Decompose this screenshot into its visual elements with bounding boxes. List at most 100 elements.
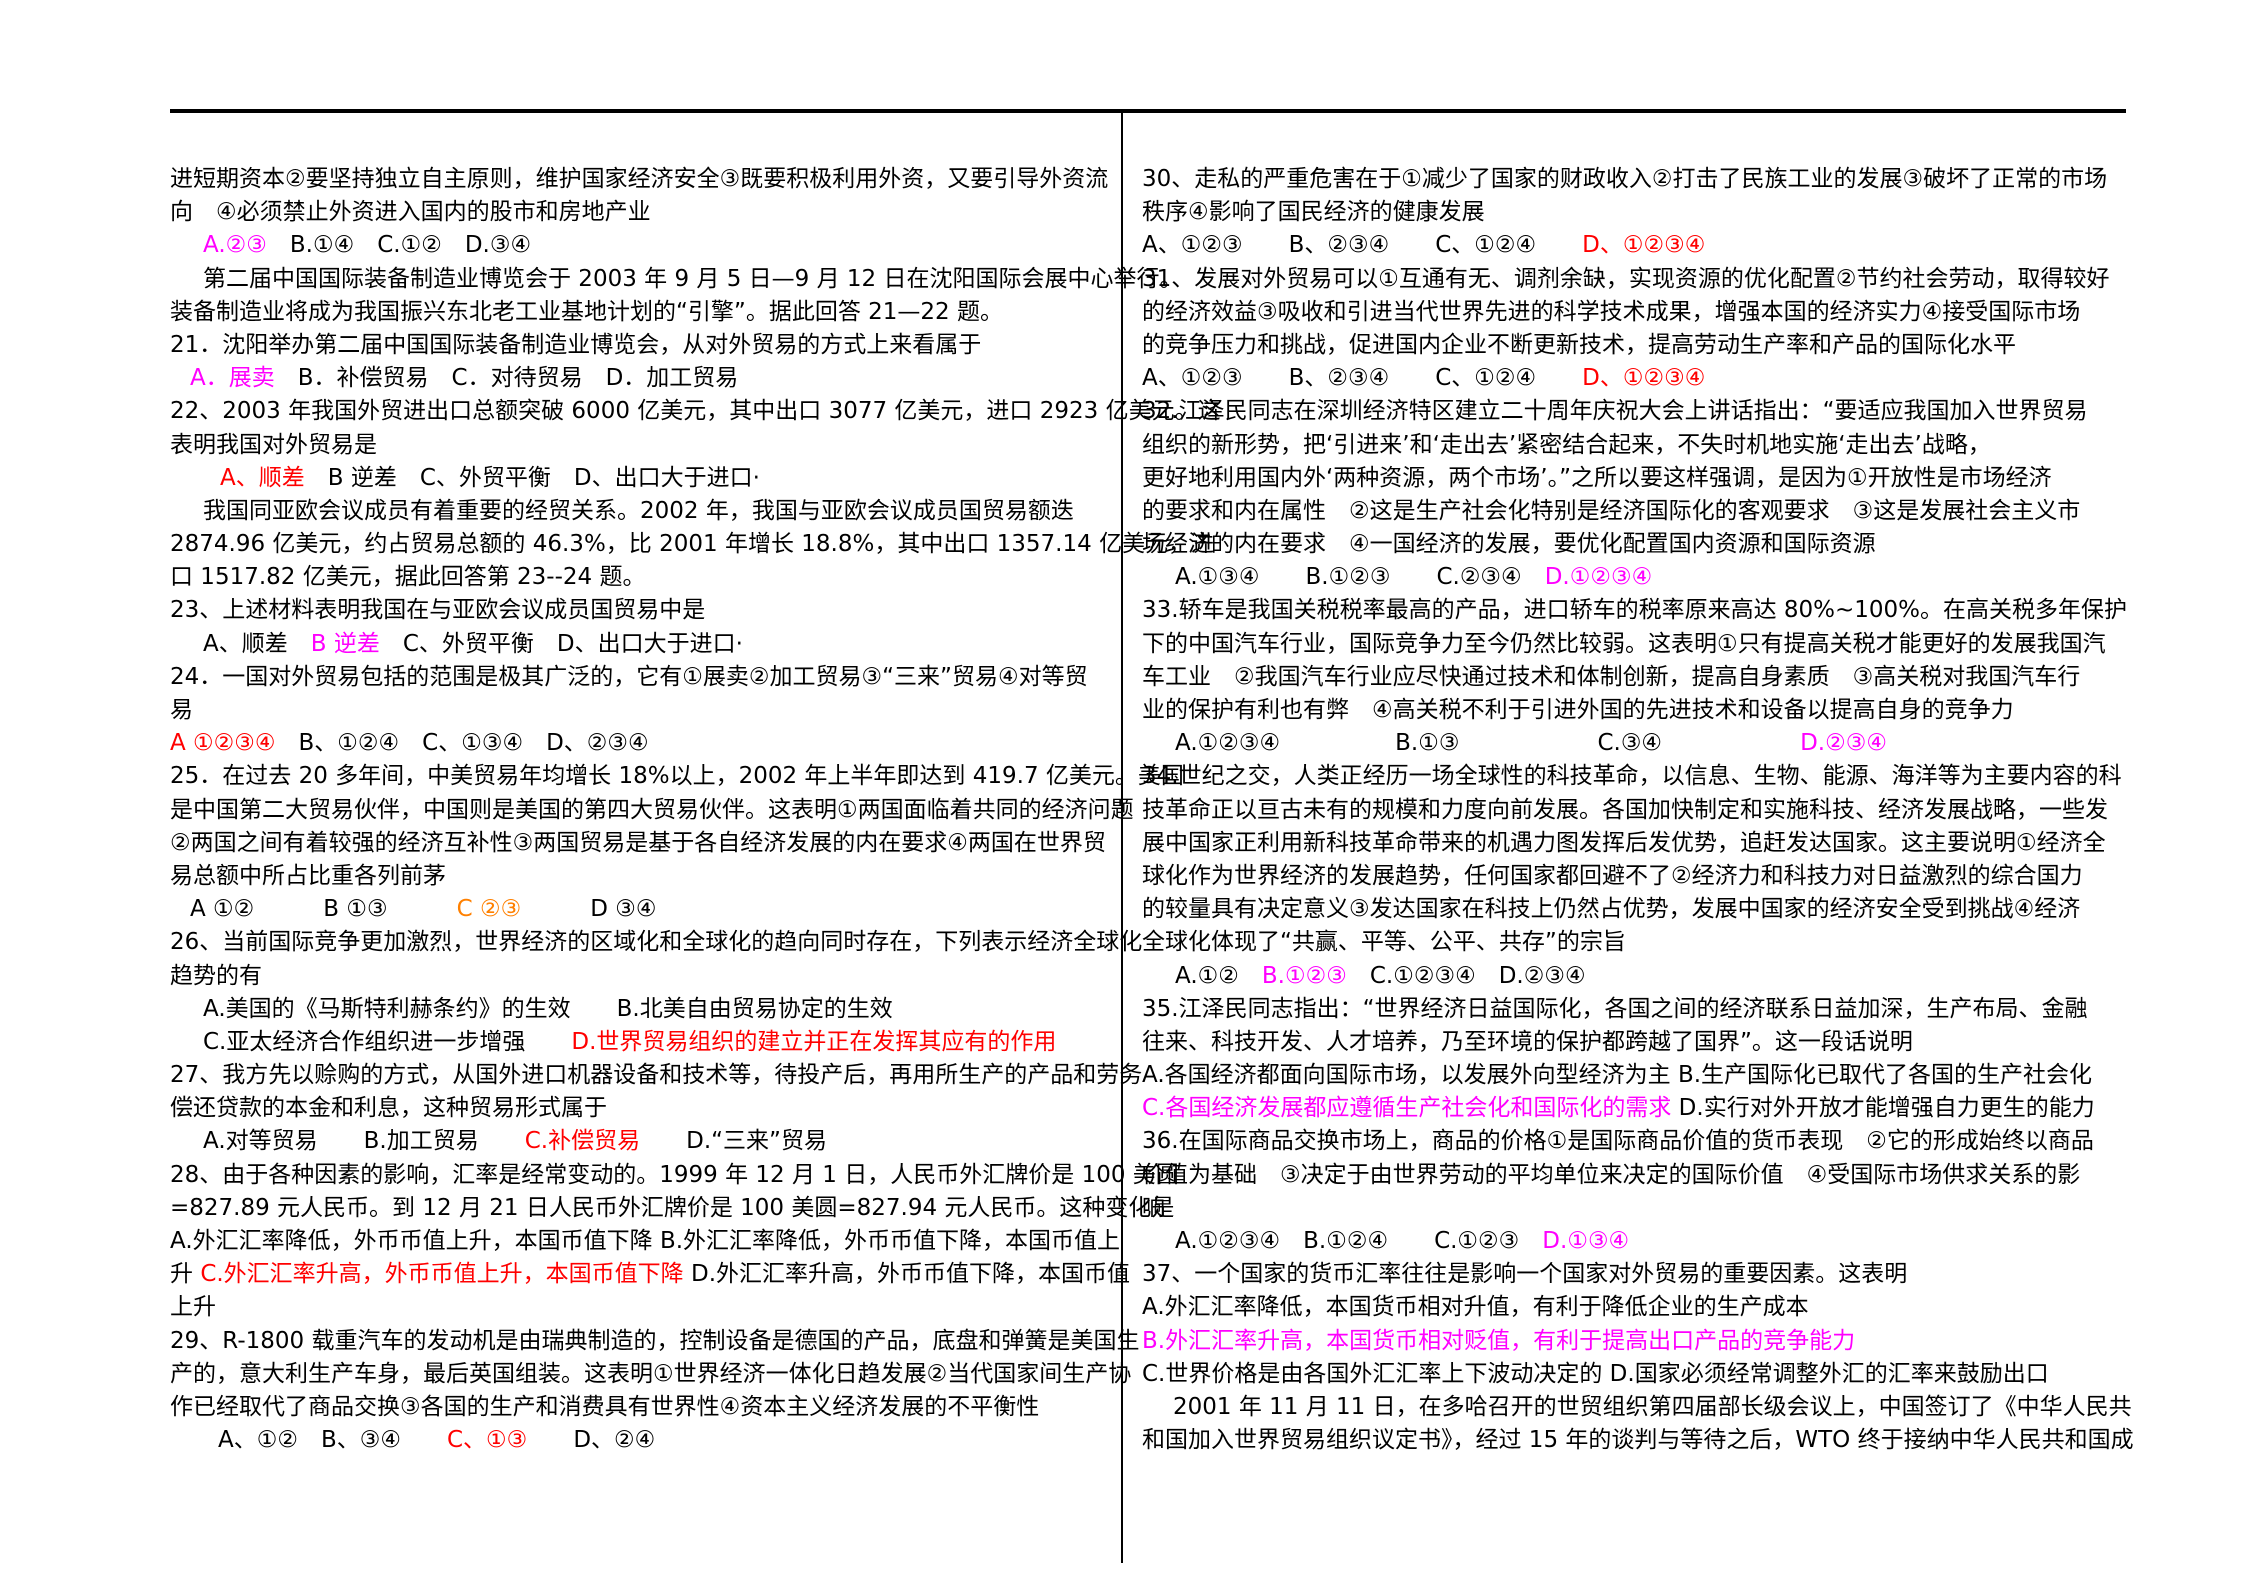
text-line: 全球化体现了“共赢、平等、公平、共存”的宗旨 <box>1142 926 2142 959</box>
text-line: 展中国家正利用新科技革命带来的机遇力图发挥后发优势，追赶发达国家。这主要说明①经… <box>1142 827 2142 860</box>
text-segment: 36.在国际商品交换市场上，商品的价格①是国际商品价值的货币表现 ②它的形成始终… <box>1142 1128 2094 1155</box>
answer-highlight: C、①③ <box>447 1427 528 1454</box>
text-line: 第二届中国国际装备制造业博览会于 2003 年 9 月 5 日—9 月 12 日… <box>170 263 1183 296</box>
text-line: 我国同亚欧会议成员有着重要的经贸关系。2002 年，我国与亚欧会议成员国贸易额迭 <box>170 495 1118 528</box>
text-segment: A.美国的《马斯特利赫条约》的生效 B.北美自由贸易协定的生效 <box>203 995 893 1022</box>
text-segment: 更好地利用国内外‘两种资源，两个市场’。”之所以要这样强调，是因为①开放性是市场… <box>1142 464 2052 491</box>
text-line: 球化作为世界经济的发展趋势，任何国家都回避不了②经济力和科技力对日益激烈的综合国… <box>1142 860 2142 893</box>
text-line: 更好地利用国内外‘两种资源，两个市场’。”之所以要这样强调，是因为①开放性是市场… <box>1142 462 2142 495</box>
text-line: A ①② B ①③ C ②③ D ③④ <box>170 893 1118 926</box>
right-column: 30、走私的严重危害在于①减少了国家的财政收入②打击了民族工业的发展③破坏了正常… <box>1142 163 2142 1457</box>
text-segment: 球化作为世界经济的发展趋势，任何国家都回避不了②经济力和科技力对日益激烈的综合国… <box>1142 862 2083 889</box>
text-segment: 33.轿车是我国关税税率最高的产品，进口轿车的税率原来高达 80%~100%。在… <box>1142 597 2128 624</box>
answer-highlight: A．展卖 <box>190 365 275 392</box>
text-segment: 第二届中国国际装备制造业博览会于 2003 年 9 月 5 日—9 月 12 日… <box>203 265 1183 292</box>
text-line: 的要求和内在属性 ②这是生产社会化特别是经济国际化的客观要求 ③这是发展社会主义… <box>1142 495 2142 528</box>
text-line: C.各国经济发展都应遵循生产社会化和国际化的需求 D.实行对外开放才能增强自力更… <box>1142 1092 2142 1125</box>
text-line: 25．在过去 20 多年间，中美贸易年均增长 18%以上，2002 年上半年即达… <box>170 760 1184 793</box>
text-segment: 22、2003 年我国外贸进出口总额突破 6000 亿美元，其中出口 3077 … <box>170 398 1221 425</box>
text-line: A.外汇汇率降低，外币币值上升，本国币值下降 B.外汇汇率降低，外币币值下降，本… <box>170 1225 1120 1258</box>
answer-highlight: B.①②③ <box>1261 962 1347 989</box>
text-line: 28、由于各种因素的影响，汇率是经常变动的。1999 年 12 月 1 日，人民… <box>170 1159 1179 1192</box>
text-line: 往来、科技开发、人才培养，乃至环境的保护都跨越了国界”。这一段话说明 <box>1142 1026 2142 1059</box>
text-segment: 28、由于各种因素的影响，汇率是经常变动的。1999 年 12 月 1 日，人民… <box>170 1161 1179 1188</box>
text-segment: B 逆差 C、外贸平衡 D、出口大于进口· <box>304 464 760 491</box>
text-segment: 23、上述材料表明我国在与亚欧会议成员国贸易中是 <box>170 597 706 624</box>
text-line: 业的保护有利也有弊 ④高关税不利于引进外国的先进技术和设备以提高自身的竞争力 <box>1142 694 2142 727</box>
text-segment: 25．在过去 20 多年间，中美贸易年均增长 18%以上，2002 年上半年即达… <box>170 763 1184 790</box>
text-segment: 的竞争压力和挑战，促进国内企业不断更新技术，提高劳动生产率和产品的国际化水平 <box>1142 331 2016 358</box>
text-segment: 是中国第二大贸易伙伴，中国则是美国的第四大贸易伙伴。这表明①两国面临着共同的经济… <box>170 796 1134 823</box>
text-segment: 31、发展对外贸易可以①互通有无、调剂余缺，实现资源的优化配置②节约社会劳动，取… <box>1142 265 2110 292</box>
text-segment: A.①③④ B.①②③ C.②③④ <box>1175 564 1545 591</box>
text-line: 场经济的内在要求 ④一国经济的发展，要优化配置国内资源和国际资源 <box>1142 528 2142 561</box>
text-line: A、顺差 B 逆差 C、外贸平衡 D、出口大于进口· <box>170 462 1118 495</box>
text-segment: D.外汇汇率升高，外币币值下降，本国币值 <box>683 1261 1131 1288</box>
text-line: 30、走私的严重危害在于①减少了国家的财政收入②打击了民族工业的发展③破坏了正常… <box>1142 163 2142 196</box>
text-line: C.亚太经济合作组织进一步增强 D.世界贸易组织的建立并正在发挥其应有的作用 <box>170 1026 1118 1059</box>
text-line: 24．一国对外贸易包括的范围是极其广泛的，它有①展卖②加工贸易③“三来”贸易④对… <box>170 661 1118 694</box>
text-line: A、顺差 B 逆差 C、外贸平衡 D、出口大于进口· <box>170 628 1118 661</box>
column-divider <box>1121 111 1123 1563</box>
text-segment: 2001 年 11 月 11 日，在多哈召开的世贸组织第四届部长级会议上，中国签… <box>1173 1393 2132 1420</box>
text-line: A.①③④ B.①②③ C.②③④ D.①②③④ <box>1142 561 2142 594</box>
text-segment: 展中国家正利用新科技革命带来的机遇力图发挥后发优势，追赶发达国家。这主要说明①经… <box>1142 829 2106 856</box>
text-segment: D ③④ <box>521 896 657 923</box>
text-segment: B．补偿贸易 C．对待贸易 D．加工贸易 <box>274 365 739 392</box>
text-line: 口 1517.82 亿美元，据此回答第 23--24 题。 <box>170 561 1118 594</box>
text-line: 22、2003 年我国外贸进出口总额突破 6000 亿美元，其中出口 3077 … <box>170 395 1221 428</box>
text-line: 是中国第二大贸易伙伴，中国则是美国的第四大贸易伙伴。这表明①两国面临着共同的经济… <box>170 794 1134 827</box>
text-line: 进短期资本②要坚持独立自主原则，维护国家经济安全③既要积极利用外资，又要引导外资… <box>170 163 1118 196</box>
text-line: 表明我国对外贸易是 <box>170 429 1118 462</box>
text-line: 上升 <box>170 1291 1118 1324</box>
text-line: 23、上述材料表明我国在与亚欧会议成员国贸易中是 <box>170 594 1118 627</box>
text-segment: 32.江泽民同志在深圳经济特区建立二十周年庆祝大会上讲话指出：“要适应我国加入世… <box>1142 398 2088 425</box>
text-line: A.外汇汇率降低，本国货币相对升值，有利于降低企业的生产成本 <box>1142 1291 2142 1324</box>
text-line: 作已经取代了商品交换③各国的生产和消费具有世界性④资本主义经济发展的不平衡性 <box>170 1391 1118 1424</box>
text-segment: 27、我方先以赊购的方式，从国外进口机器设备和技术等，待投产后，再用所生产的产品… <box>170 1062 1143 1089</box>
text-segment: 偿还贷款的本金和利息，这种贸易形式属于 <box>170 1095 607 1122</box>
text-segment: 业的保护有利也有弊 ④高关税不利于引进外国的先进技术和设备以提高自身的竞争力 <box>1142 697 2014 723</box>
answer-highlight: B.外汇汇率升高，本国货币相对贬值，有利于提高出口产品的竞争能力 <box>1142 1327 1856 1354</box>
text-line: 31、发展对外贸易可以①互通有无、调剂余缺，实现资源的优化配置②节约社会劳动，取… <box>1142 263 2142 296</box>
text-segment: A、①② B、③④ <box>218 1427 447 1454</box>
text-segment: 的较量具有决定意义③发达国家在科技上仍然占优势，发展中国家的经济安全受到挑战④经… <box>1142 896 2081 923</box>
text-segment: A、①②③ B、②③④ C、①②④ <box>1142 232 1583 259</box>
text-line: A.①②③④ B.①②④ C.①②③ D.①③④ <box>1142 1225 2142 1258</box>
text-segment: =827.89 元人民币。到 12 月 21 日人民币外汇牌价是 100 美圆=… <box>170 1194 1175 1221</box>
text-segment: A.①② <box>1175 962 1262 989</box>
answer-highlight: D.①③④ <box>1542 1228 1630 1254</box>
text-segment: C.亚太经济合作组织进一步增强 <box>203 1028 572 1055</box>
text-line: ②两国之间有着较强的经济互补性③两国贸易是基于各自经济发展的内在要求④两国在世界… <box>170 827 1118 860</box>
text-segment: A.对等贸易 B.加工贸易 <box>203 1128 525 1155</box>
text-line: A.①②③④ B.①③ C.③④ D.②③④ <box>1142 727 2142 760</box>
text-segment: 34.世纪之交，人类正经历一场全球性的科技革命，以信息、生物、能源、海洋等为主要… <box>1142 763 2122 790</box>
text-line: A.①② B.①②③ C.①②③④ D.②③④ <box>1142 960 2142 993</box>
text-segment: 价值为基础 ③决定于由世界劳动的平均单位来决定的国际价值 ④受国际市场供求关系的… <box>1142 1161 2081 1188</box>
text-line: =827.89 元人民币。到 12 月 21 日人民币外汇牌价是 100 美圆=… <box>170 1192 1174 1225</box>
text-line: A、①② B、③④ C、①③ D、②④ <box>170 1424 1118 1457</box>
text-segment: 29、R-1800 载重汽车的发动机是由瑞典制造的，控制设备是德国的产品，底盘和… <box>170 1327 1140 1354</box>
text-line: 升 C.外汇汇率升高，外币币值上升，本国币值下降 D.外汇汇率升高，外币币值下降… <box>170 1258 1130 1291</box>
text-line: 的竞争压力和挑战，促进国内企业不断更新技术，提高劳动生产率和产品的国际化水平 <box>1142 329 2142 362</box>
text-segment: 我国同亚欧会议成员有着重要的经贸关系。2002 年，我国与亚欧会议成员国贸易额迭 <box>203 497 1074 524</box>
text-line: 趋势的有 <box>170 960 1118 993</box>
answer-highlight: D、①②③④ <box>1582 232 1706 259</box>
answer-highlight: D.世界贸易组织的建立并正在发挥其应有的作用 <box>571 1028 1057 1055</box>
answer-highlight: A、顺差 <box>220 464 305 491</box>
answer-highlight: C ②③ <box>456 896 522 923</box>
text-line: 的较量具有决定意义③发达国家在科技上仍然占优势，发展中国家的经济安全受到挑战④经… <box>1142 893 2142 926</box>
answer-highlight: D、①②③④ <box>1582 365 1706 392</box>
text-line: 33.轿车是我国关税税率最高的产品，进口轿车的税率原来高达 80%~100%。在… <box>1142 594 2142 627</box>
text-line: 2874.96 亿美元，约占贸易总额的 46.3%，比 2001 年增长 18.… <box>170 528 1214 561</box>
text-segment: 37、一个国家的货币汇率往往是影响一个国家对外贸易的重要因素。这表明 <box>1142 1261 1908 1288</box>
text-line: 技革命正以亘古未有的规模和力度向前发展。各国加快制定和实施科技、经济发展战略，一… <box>1142 794 2142 827</box>
text-segment: 和国加入世界贸易组织议定书》，经过 15 年的谈判与等待之后，WTO 终于接纳中… <box>1142 1427 2134 1454</box>
text-segment: 35.江泽民同志指出：“世界经济日益国际化，各国之间的经济联系日益加深，生产布局… <box>1142 995 2088 1022</box>
text-segment: 全球化体现了“共赢、平等、公平、共存”的宗旨 <box>1142 929 1626 956</box>
text-segment: B、①②④ C、①③④ D、②③④ <box>275 730 649 757</box>
text-line: 偿还贷款的本金和利息，这种贸易形式属于 <box>170 1092 1118 1125</box>
text-segment: D、②④ <box>527 1427 656 1454</box>
text-line: 37、一个国家的货币汇率往往是影响一个国家对外贸易的重要因素。这表明 <box>1142 1258 2142 1291</box>
text-line: A.美国的《马斯特利赫条约》的生效 B.北美自由贸易协定的生效 <box>170 993 1118 1026</box>
